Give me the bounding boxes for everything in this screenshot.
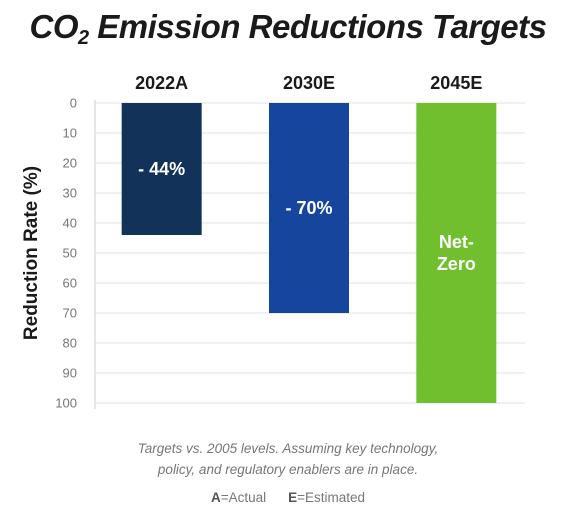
y-tick-label: 10: [63, 126, 77, 141]
bar-2030e: [269, 103, 349, 313]
legend-estimated-key: E: [288, 490, 298, 505]
y-tick-label: 90: [63, 366, 77, 381]
y-tick-label: 50: [63, 246, 77, 261]
y-tick-label: 70: [63, 306, 77, 321]
y-tick-label: 40: [63, 216, 77, 231]
y-tick-label: 100: [55, 396, 77, 411]
y-tick-label: 30: [63, 186, 77, 201]
data-label: - 70%: [285, 198, 332, 218]
footnote-line-2: policy, and regulatory enablers are in p…: [157, 462, 419, 477]
legend-actual-key: A: [210, 490, 221, 505]
category-label: 2045E: [430, 73, 482, 93]
legend-actual-text: =Actual: [220, 490, 267, 505]
y-tick-label: 20: [63, 156, 77, 171]
y-axis-label: Reduction Rate (%): [21, 166, 42, 340]
y-tick-label: 80: [63, 336, 77, 351]
bar-chart: 0 10 20 30 40 50 60 70 80 90 100 Reduction Rate (%)…: [21, 73, 525, 411]
legend-estimated-text: =Estimated: [297, 490, 366, 505]
data-label: Net-Zero: [437, 232, 476, 274]
y-tick-label: 0: [70, 96, 77, 111]
category-label: 2030E: [283, 73, 335, 93]
data-label: - 44%: [138, 159, 185, 179]
y-tick-label: 60: [63, 276, 77, 291]
category-label: 2022A: [135, 73, 188, 93]
bar-2022a: [121, 103, 202, 235]
footnote-line-1: Targets vs. 2005 levels. Assuming key te…: [137, 441, 439, 456]
chart-title: CO2 Emission Reductions Targets: [29, 8, 547, 49]
bar-2045e: [416, 103, 497, 403]
legend: A=Actual E=Estimated: [0, 490, 576, 505]
